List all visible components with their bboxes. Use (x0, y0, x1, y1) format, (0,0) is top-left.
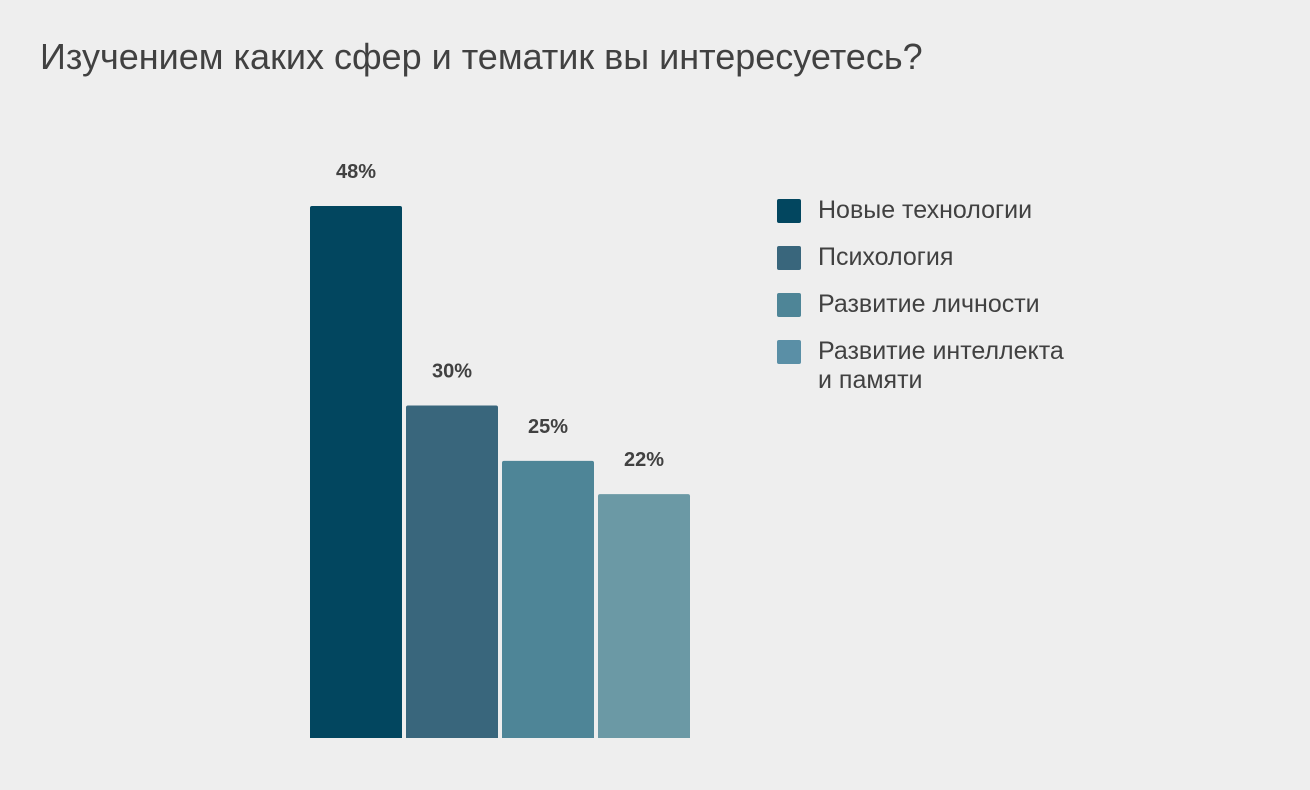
legend-swatch (777, 340, 801, 364)
legend-label: Психология (818, 243, 954, 271)
legend-item: Развитие личности (777, 290, 1157, 319)
bar-value-label: 48% (336, 161, 376, 183)
legend-item: Психология (777, 243, 1157, 272)
bar-value-label: 25% (528, 416, 568, 438)
legend-swatch (777, 293, 801, 317)
legend-swatch (777, 199, 801, 223)
legend-label: Развитие личности (818, 290, 1040, 318)
legend-label: Развитие интеллекта и памяти (818, 337, 1064, 394)
bar (598, 494, 690, 738)
legend: Новые технологии Психология Развитие лич… (777, 196, 1157, 413)
bar-value-label: 22% (624, 449, 664, 471)
bar (310, 206, 402, 738)
bar (502, 460, 594, 738)
bar-value-label: 30% (432, 361, 472, 383)
legend-swatch (777, 246, 801, 270)
legend-item: Новые технологии (777, 196, 1157, 225)
legend-label: Новые технологии (818, 196, 1033, 224)
chart-title: Изучением каких сфер и тематик вы интере… (40, 36, 923, 77)
bar (406, 405, 498, 738)
legend-item: Развитие интеллекта и памяти (777, 337, 1157, 395)
